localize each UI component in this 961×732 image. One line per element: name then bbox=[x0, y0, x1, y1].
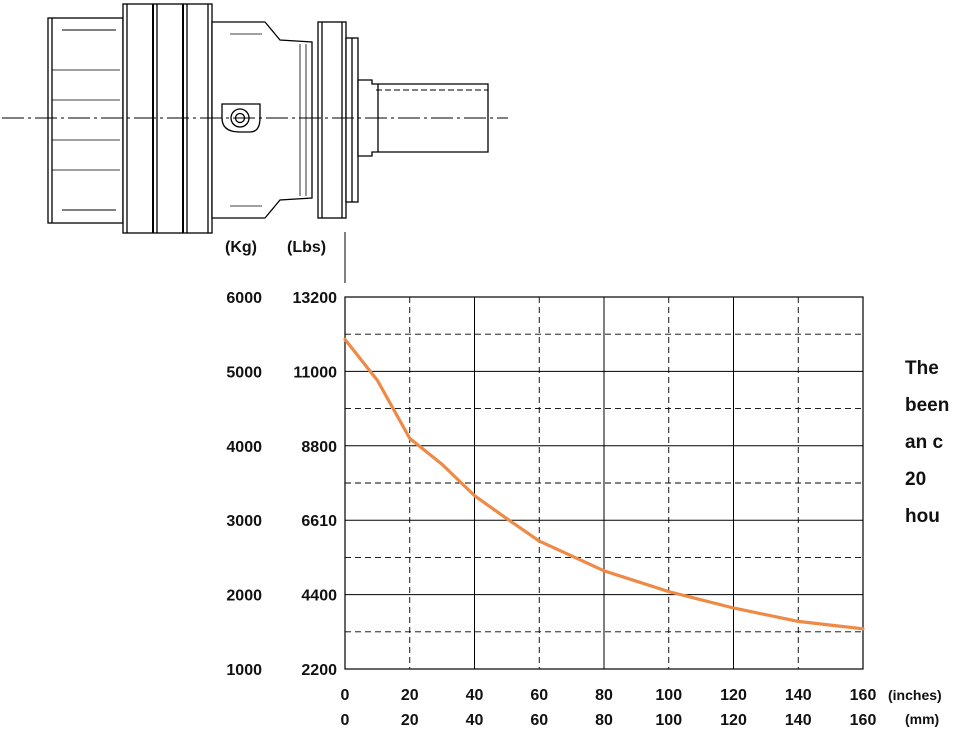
x-ticks-inches: 0 20 40 60 80 100 120 140 160 bbox=[341, 687, 877, 704]
grid bbox=[345, 297, 863, 669]
x-tick-label-inches: 80 bbox=[595, 687, 613, 704]
y-tick-label-lbs: 13200 bbox=[293, 290, 338, 307]
x-tick-label-inches: 120 bbox=[720, 687, 747, 704]
y-tick-label-lbs: 6610 bbox=[301, 513, 337, 530]
y-ticks-lbs: 13200 11000 8800 6610 4400 2200 bbox=[293, 290, 338, 679]
x-tick-label-mm: 140 bbox=[785, 712, 812, 729]
y-tick-label-kg: 2000 bbox=[226, 588, 262, 605]
x-tick-label-inches: 100 bbox=[655, 687, 682, 704]
side-text-line: 20 bbox=[905, 469, 927, 490]
x-tick-label-inches: 40 bbox=[466, 687, 484, 704]
x-tick-label-mm: 160 bbox=[850, 712, 877, 729]
x-units-bottom: (mm) bbox=[905, 711, 939, 727]
x-tick-label-mm: 40 bbox=[466, 712, 484, 729]
y-tick-label-lbs: 8800 bbox=[301, 439, 337, 456]
x-units-top: (inches) bbox=[888, 687, 942, 703]
side-text-line: The bbox=[905, 358, 939, 379]
x-tick-label-inches: 20 bbox=[401, 687, 419, 704]
side-text-line: been bbox=[905, 395, 950, 416]
x-tick-label-inches: 160 bbox=[850, 687, 877, 704]
x-tick-label-inches: 140 bbox=[785, 687, 812, 704]
side-text: The been an c 20 hou bbox=[905, 350, 961, 535]
y-tick-label-lbs: 4400 bbox=[301, 588, 337, 605]
y-tick-label-lbs: 11000 bbox=[293, 364, 337, 381]
x-tick-label-inches: 0 bbox=[341, 687, 350, 704]
y-tick-label-kg: 6000 bbox=[226, 290, 262, 307]
y-tick-label-kg: 1000 bbox=[226, 662, 262, 679]
y-tick-label-lbs: 2200 bbox=[301, 662, 337, 679]
x-tick-label-mm: 100 bbox=[655, 712, 682, 729]
series-layer bbox=[343, 337, 865, 631]
x-tick-label-inches: 60 bbox=[530, 687, 548, 704]
side-text-line: hou bbox=[905, 506, 940, 527]
y-tick-label-kg: 4000 bbox=[226, 439, 262, 456]
x-ticks-mm: 0 20 40 60 80 100 120 140 160 bbox=[341, 712, 877, 729]
side-text-line: an c bbox=[905, 432, 944, 453]
y-units-right: (Lbs) bbox=[287, 239, 326, 256]
series-line bbox=[343, 337, 865, 631]
y-ticks-kg: 6000 5000 4000 3000 2000 1000 bbox=[226, 290, 262, 679]
y-tick-label-kg: 5000 bbox=[226, 364, 262, 381]
x-tick-label-mm: 80 bbox=[595, 712, 613, 729]
y-tick-label-kg: 3000 bbox=[226, 513, 262, 530]
x-tick-label-mm: 120 bbox=[720, 712, 747, 729]
x-tick-label-mm: 20 bbox=[401, 712, 419, 729]
x-tick-label-mm: 60 bbox=[530, 712, 548, 729]
x-tick-label-mm: 0 bbox=[341, 712, 350, 729]
y-units-left: (Kg) bbox=[225, 239, 257, 256]
